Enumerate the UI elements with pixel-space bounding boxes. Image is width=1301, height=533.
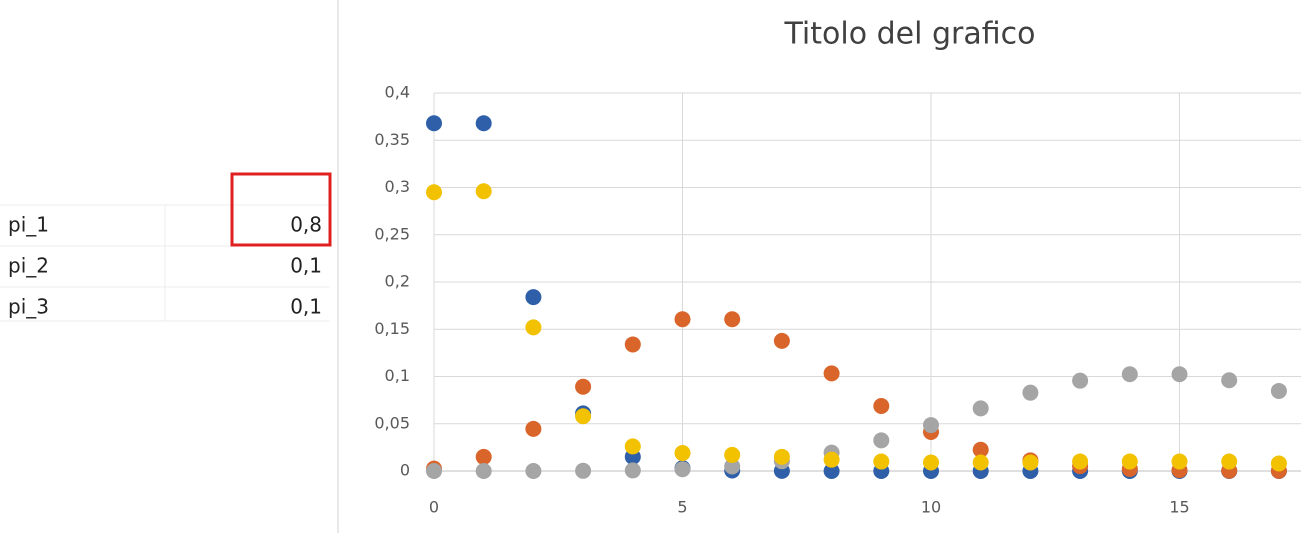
y-tick-label: 0 — [400, 461, 410, 480]
cell[interactable]: 0,8 — [290, 213, 322, 237]
point — [426, 184, 442, 201]
point — [1171, 453, 1188, 470]
cell[interactable]: pi_1 — [8, 213, 49, 237]
y-tick-label: 0,35 — [374, 130, 410, 149]
y-tick-label: 0,05 — [374, 413, 410, 432]
x-tick-label: 10 — [921, 498, 941, 517]
point — [525, 420, 542, 437]
point — [1121, 453, 1138, 470]
point — [426, 115, 442, 132]
cell[interactable]: pi_3 — [8, 295, 49, 319]
cell[interactable]: 0,1 — [290, 254, 322, 278]
point — [823, 451, 840, 468]
point — [674, 445, 691, 462]
point — [773, 448, 790, 465]
point — [923, 417, 939, 434]
point — [674, 311, 691, 328]
cell[interactable]: 0,1 — [290, 295, 322, 319]
y-tick-label: 0,1 — [385, 366, 410, 385]
point — [674, 461, 691, 478]
point — [525, 289, 542, 306]
point — [873, 453, 890, 470]
point — [575, 378, 592, 395]
x-tick-label: 0 — [429, 498, 439, 517]
point — [972, 454, 989, 471]
x-tick-label: 15 — [1169, 498, 1189, 517]
point — [923, 454, 939, 471]
point — [1270, 455, 1287, 472]
point — [873, 397, 890, 414]
point — [1072, 372, 1089, 389]
point — [575, 408, 592, 425]
point — [426, 463, 442, 479]
point — [1022, 454, 1039, 471]
point — [525, 319, 542, 336]
x-tick-label: 5 — [677, 498, 687, 517]
point — [475, 183, 492, 200]
point — [1171, 366, 1188, 383]
y-tick-label: 0,15 — [374, 319, 410, 338]
point — [624, 462, 641, 479]
point — [972, 400, 989, 417]
highlight-box — [230, 172, 332, 247]
cell[interactable]: pi_2 — [8, 254, 49, 278]
point — [1072, 453, 1089, 470]
point — [475, 448, 492, 465]
point — [624, 336, 641, 353]
y-tick-label: 0,25 — [374, 224, 410, 243]
plot: 00,050,10,150,20,250,30,350,40510152025 — [374, 83, 1301, 517]
chart-title: Titolo del grafico — [784, 17, 1036, 52]
point — [1022, 384, 1039, 401]
point — [724, 311, 741, 328]
y-tick-label: 0,4 — [385, 83, 410, 102]
y-tick-label: 0,2 — [385, 272, 410, 291]
point — [1221, 372, 1238, 389]
point — [1221, 453, 1238, 470]
point — [773, 332, 790, 349]
point — [624, 438, 641, 455]
point — [525, 463, 542, 479]
point — [475, 463, 492, 479]
point — [972, 441, 989, 458]
point — [1121, 366, 1138, 383]
point — [724, 446, 741, 463]
point — [873, 432, 890, 449]
point — [823, 365, 840, 382]
point — [823, 463, 840, 479]
y-tick-label: 0,3 — [385, 177, 410, 196]
point — [475, 115, 492, 132]
point — [724, 458, 741, 475]
point — [575, 462, 592, 479]
point — [1270, 382, 1287, 399]
